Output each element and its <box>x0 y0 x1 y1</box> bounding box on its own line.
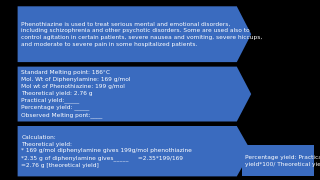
Polygon shape <box>18 67 251 122</box>
Polygon shape <box>18 126 251 176</box>
Text: Standard Melting point: 186°C
Mol. Wt of Diphenylamine: 169 g/mol
Mol wt of Phen: Standard Melting point: 186°C Mol. Wt of… <box>21 70 131 118</box>
Text: Phenothiazine is used to treat serious mental and emotional disorders,
including: Phenothiazine is used to treat serious m… <box>21 21 263 47</box>
Text: Percentage yield: Practical
yield*100/ Theoretical yield: Percentage yield: Practical yield*100/ T… <box>245 155 320 167</box>
Polygon shape <box>18 6 251 62</box>
Bar <box>242 145 314 176</box>
Text: Calculation:
Theoretical yield:
* 169 g/mol diphenylamine gives 199g/mol phenoth: Calculation: Theoretical yield: * 169 g/… <box>21 135 192 168</box>
